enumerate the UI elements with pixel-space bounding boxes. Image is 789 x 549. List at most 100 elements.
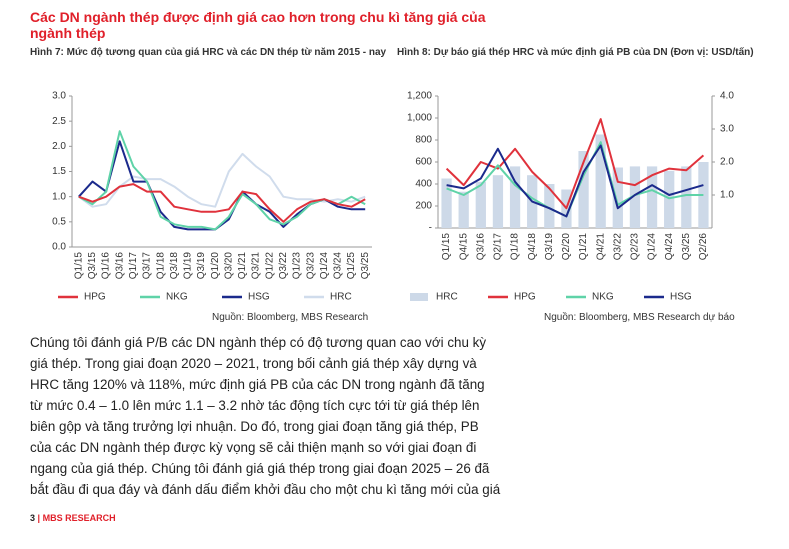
x-tick-label: Q4/15 bbox=[458, 233, 469, 261]
x-tick-label: Q2/20 bbox=[561, 233, 572, 261]
x-tick-label: Q3/25 bbox=[681, 233, 692, 261]
x-tick-label: Q1/20 bbox=[210, 252, 221, 280]
x-tick-label: Q1/18 bbox=[155, 252, 166, 280]
x-tick-label: Q4/24 bbox=[664, 233, 675, 261]
y-tick-label: 0.5 bbox=[52, 216, 66, 227]
y-tick-label: 3.0 bbox=[52, 91, 66, 102]
paragraph-line: Chúng tôi đánh giá P/B các DN ngành thép… bbox=[30, 335, 487, 350]
y-tick-label: - bbox=[429, 223, 432, 234]
y2-tick-label: 3.0 bbox=[720, 124, 734, 135]
x-tick-label: Q1/19 bbox=[183, 252, 194, 280]
y-tick-label: 1.5 bbox=[52, 166, 66, 177]
bar bbox=[458, 191, 469, 228]
x-tick-label: Q3/22 bbox=[278, 252, 289, 280]
bar bbox=[544, 184, 555, 228]
legend-label: HPG bbox=[84, 292, 106, 303]
source: Nguồn: Bloomberg, MBS Research dự báo bbox=[544, 312, 735, 323]
legend-label: HRC bbox=[330, 292, 352, 303]
separator: | bbox=[37, 513, 41, 523]
legend-label: NKG bbox=[592, 292, 614, 303]
x-tick-label: Q3/19 bbox=[544, 233, 555, 261]
x-tick-label: Q3/18 bbox=[169, 252, 180, 280]
paragraph-line: của các DN ngành thép được kỳ vọng sẽ cả… bbox=[30, 440, 477, 455]
x-tick-label: Q2/17 bbox=[493, 233, 504, 261]
x-tick-label: Q1/16 bbox=[101, 252, 112, 280]
bar bbox=[681, 166, 692, 228]
paragraph-line: từ mức 0.4 – 1.0 lên mức 1.1 – 3.2 nhờ t… bbox=[30, 398, 480, 413]
x-tick-label: Q2/26 bbox=[698, 233, 709, 261]
bar bbox=[475, 181, 486, 228]
legend-swatch bbox=[410, 293, 428, 301]
charts: 0.00.51.01.52.02.53.0Q1/15 Q3/15 Q1/16 Q3/1… bbox=[52, 91, 734, 303]
legend-label: HPG bbox=[514, 292, 536, 303]
legend-label: HSG bbox=[670, 292, 692, 303]
y-tick-label: 1,000 bbox=[407, 113, 432, 124]
paragraph-line: giá thép. Trong giai đoạn 2020 – 2021, t… bbox=[30, 356, 477, 371]
page-number: 3 bbox=[30, 513, 36, 523]
x-tick-label: Q1/18 bbox=[510, 233, 521, 261]
y-tick-label: 200 bbox=[415, 201, 432, 212]
legend-label: HSG bbox=[248, 292, 270, 303]
bar bbox=[492, 175, 504, 228]
chart-title: Hình 8: Dự báo giá thép HRC và mức định … bbox=[397, 47, 754, 58]
x-tick-label: Q1/15 bbox=[441, 233, 452, 261]
x-tick-label: Q3/22 bbox=[612, 233, 623, 261]
source: Nguồn: Bloomberg, MBS Research bbox=[212, 312, 369, 323]
x-tick-label: Q1/21 bbox=[237, 252, 248, 280]
paragraph-line: ngang của giá thép. Chúng tôi đánh giá g… bbox=[30, 461, 490, 476]
line-series bbox=[78, 130, 366, 231]
x-tick-label: Q3/15 bbox=[87, 252, 98, 280]
x-tick-label: Q4/21 bbox=[595, 233, 606, 261]
x-tick-label: Q3/25 bbox=[360, 252, 371, 280]
legend-label: HRC bbox=[436, 292, 458, 303]
legend-label: NKG bbox=[166, 292, 188, 303]
bar bbox=[646, 166, 658, 228]
brand: MBS RESEARCH bbox=[42, 513, 116, 523]
x-tick-label: Q3/20 bbox=[223, 252, 234, 280]
x-tick-label: Q3/21 bbox=[251, 252, 262, 280]
x-tick-label: Q1/24 bbox=[319, 252, 330, 280]
y-tick-label: 800 bbox=[415, 135, 432, 146]
x-tick-label: Q2/23 bbox=[630, 233, 641, 261]
y2-tick-label: 1.0 bbox=[720, 190, 734, 201]
bar bbox=[664, 170, 675, 228]
chart-title: Hình 7: Mức độ tương quan của giá HRC và… bbox=[30, 47, 387, 58]
bar bbox=[612, 167, 623, 228]
bar bbox=[629, 166, 641, 228]
x-tick-label: Q3/16 bbox=[114, 252, 125, 280]
paragraph-line: HRC tăng 120% và 118%, mức định giá PB c… bbox=[30, 377, 485, 392]
footer: 3 | MBS RESEARCH bbox=[30, 513, 116, 523]
y-tick-label: 2.5 bbox=[52, 116, 66, 127]
y-tick-label: 600 bbox=[415, 157, 432, 168]
x-tick-label: Q3/16 bbox=[475, 233, 486, 261]
paragraph: Chúng tôi đánh giá P/B các DN ngành thép… bbox=[30, 332, 500, 500]
line-series bbox=[78, 183, 366, 223]
x-tick-label: Q4/18 bbox=[527, 233, 538, 261]
y-tick-label: 1,200 bbox=[407, 91, 432, 102]
x-tick-label: Q1/21 bbox=[578, 233, 589, 261]
x-tick-label: Q1/17 bbox=[128, 252, 139, 280]
x-tick-label: Q3/19 bbox=[196, 252, 207, 280]
x-tick-label: Q3/24 bbox=[333, 252, 344, 280]
y-tick-label: 400 bbox=[415, 179, 432, 190]
bar bbox=[441, 178, 452, 228]
bar bbox=[578, 151, 589, 228]
y-tick-label: 1.0 bbox=[52, 191, 66, 202]
x-tick-label: Q1/23 bbox=[292, 252, 303, 280]
heading: Các DN ngành thép được định giá cao hơn … bbox=[30, 9, 486, 41]
bar bbox=[509, 166, 521, 228]
line-series bbox=[446, 144, 704, 218]
x-tick-label: Q3/23 bbox=[305, 252, 316, 280]
y-tick-label: 0.0 bbox=[52, 242, 66, 253]
x-tick-label: Q1/15 bbox=[73, 252, 84, 280]
bar bbox=[698, 162, 709, 228]
bar bbox=[595, 134, 606, 228]
x-tick-label: Q3/17 bbox=[142, 252, 153, 280]
y2-tick-label: 2.0 bbox=[720, 157, 734, 168]
x-tick-label: Q1/25 bbox=[346, 252, 357, 280]
y-tick-label: 2.0 bbox=[52, 141, 66, 152]
paragraph-line: bắt đầu đi qua đáy và đánh dấu điểm khởi… bbox=[30, 482, 501, 497]
x-tick-label: Q1/22 bbox=[264, 252, 275, 280]
paragraph-line: biên gộp và tăng trưởng lợi nhuận. Do đó… bbox=[30, 419, 479, 434]
